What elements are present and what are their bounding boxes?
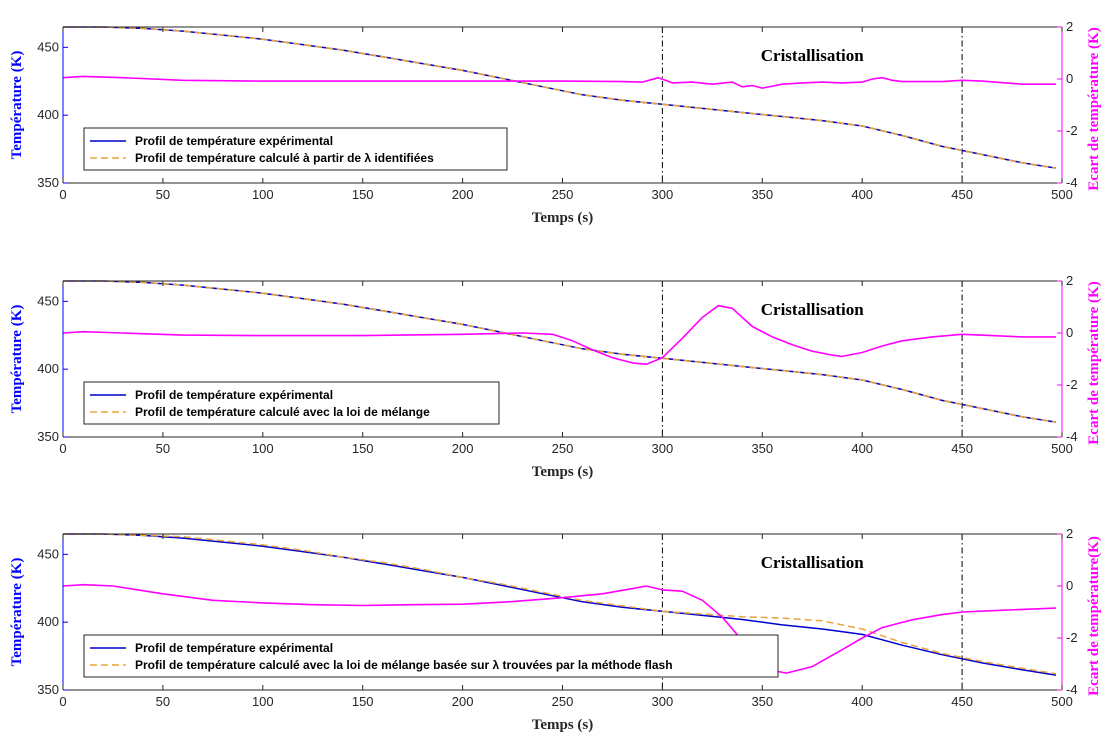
legend-box	[83, 381, 500, 425]
series-line-calculated	[63, 533, 1057, 675]
y-tick-label-right: -2	[1066, 377, 1078, 392]
y-tick-label-right: -2	[1066, 123, 1078, 138]
x-tick-label: 150	[352, 187, 374, 202]
annotation-cristallisation: Cristallisation	[761, 553, 864, 572]
x-tick-label: 500	[1051, 441, 1073, 456]
y-tick-label-right: 2	[1066, 273, 1073, 288]
y-tick-label-left: 450	[37, 293, 59, 308]
y-tick-label-right: -2	[1066, 630, 1078, 645]
y-tick-label-left: 400	[37, 107, 59, 122]
chart-panel-3: 0 50 100 150 200 250 300 350 400 450 500 350 400 450 -…	[9, 526, 1102, 733]
x-tick-label: 300	[652, 187, 674, 202]
y-tick-label-right: 0	[1066, 71, 1073, 86]
annotation-cristallisation: Cristallisation	[761, 46, 864, 65]
x-tick-label: 100	[252, 441, 274, 456]
x-tick-label: 300	[652, 694, 674, 709]
x-tick-label: 450	[951, 187, 973, 202]
y-tick-label-right: 2	[1066, 19, 1073, 34]
x-tick-label: 450	[951, 694, 973, 709]
x-tick-label: 350	[751, 694, 773, 709]
x-tick-label: 450	[951, 441, 973, 456]
y-axis-label-left: Température (K)	[9, 51, 25, 160]
legend-label-experimental: Profil de température expérimental	[135, 641, 333, 655]
x-tick-label: 500	[1051, 187, 1073, 202]
x-tick-label: 200	[452, 441, 474, 456]
y-tick-label-left: 350	[37, 682, 59, 697]
y-tick-label-right: 0	[1066, 325, 1073, 340]
y-tick-label-right: 2	[1066, 526, 1073, 541]
x-tick-label: 100	[252, 187, 274, 202]
y-axis-label-left: Température (K)	[9, 305, 25, 414]
x-tick-label: 0	[59, 441, 66, 456]
x-tick-label: 200	[452, 187, 474, 202]
legend-box	[83, 634, 779, 678]
y-tick-label-left: 450	[37, 546, 59, 561]
y-axis-label-right: Ecart de température (K)	[1086, 27, 1102, 190]
x-tick-label: 100	[252, 694, 274, 709]
legend-label-experimental: Profil de température expérimental	[135, 134, 333, 148]
series-line-ecart	[62, 304, 1056, 366]
y-tick-label-left: 450	[37, 39, 59, 54]
x-axis-label: Temps (s)	[532, 210, 594, 226]
x-tick-label: 0	[59, 694, 66, 709]
x-tick-label: 50	[156, 694, 170, 709]
legend: Profil de température expérimental Profi…	[83, 127, 508, 171]
y-tick-label-left: 400	[37, 361, 59, 376]
legend-label-calculated: Profil de température calculé avec la lo…	[135, 658, 673, 672]
x-tick-label: 0	[59, 187, 66, 202]
x-tick-label: 150	[352, 441, 374, 456]
y-axis-label-right: Ecart de température (K)	[1086, 281, 1102, 444]
x-tick-label: 250	[552, 187, 574, 202]
x-tick-label: 300	[652, 441, 674, 456]
chart-panel-1: 0 50 100 150 200 250 300 350 400 450 500 350 400 450 -…	[9, 19, 1102, 226]
series-line-calculated	[63, 26, 1057, 169]
series-line-ecart	[62, 75, 1056, 89]
legend-box	[83, 127, 508, 171]
x-tick-label: 350	[751, 187, 773, 202]
legend-label-experimental: Profil de température expérimental	[135, 388, 333, 402]
x-axis-label: Temps (s)	[532, 464, 594, 480]
series-line-calculated	[63, 280, 1057, 423]
y-tick-label-left: 400	[37, 614, 59, 629]
legend: Profil de température expérimental Profi…	[83, 634, 779, 678]
legend-label-calculated: Profil de température calculé avec la lo…	[135, 405, 430, 419]
y-tick-label-right: 0	[1066, 578, 1073, 593]
x-tick-label: 400	[851, 441, 873, 456]
y-tick-label-left: 350	[37, 429, 59, 444]
y-tick-label-left: 350	[37, 175, 59, 190]
x-tick-label: 500	[1051, 694, 1073, 709]
y-tick-label-right: -4	[1066, 682, 1078, 697]
x-tick-label: 250	[552, 694, 574, 709]
y-axis-label-left: Température (K)	[9, 558, 25, 667]
legend: Profil de température expérimental Profi…	[83, 381, 500, 425]
x-tick-label: 200	[452, 694, 474, 709]
series-line-ecart	[62, 583, 1057, 674]
annotation-cristallisation: Cristallisation	[761, 300, 864, 319]
x-tick-label: 400	[851, 187, 873, 202]
y-axis-label-right: Ecart de température(K)	[1086, 536, 1102, 696]
x-tick-label: 400	[851, 694, 873, 709]
y-tick-label-right: -4	[1066, 429, 1078, 444]
x-tick-label: 50	[156, 441, 170, 456]
legend-label-calculated: Profil de température calculé à partir d…	[135, 151, 434, 165]
y-tick-label-right: -4	[1066, 175, 1078, 190]
x-tick-label: 150	[352, 694, 374, 709]
x-axis-label: Temps (s)	[532, 717, 594, 733]
chart-panel-2: 0 50 100 150 200 250 300 350 400 450 500 350 400 450 -…	[9, 273, 1102, 480]
x-tick-label: 50	[156, 187, 170, 202]
x-tick-label: 250	[552, 441, 574, 456]
x-tick-label: 350	[751, 441, 773, 456]
